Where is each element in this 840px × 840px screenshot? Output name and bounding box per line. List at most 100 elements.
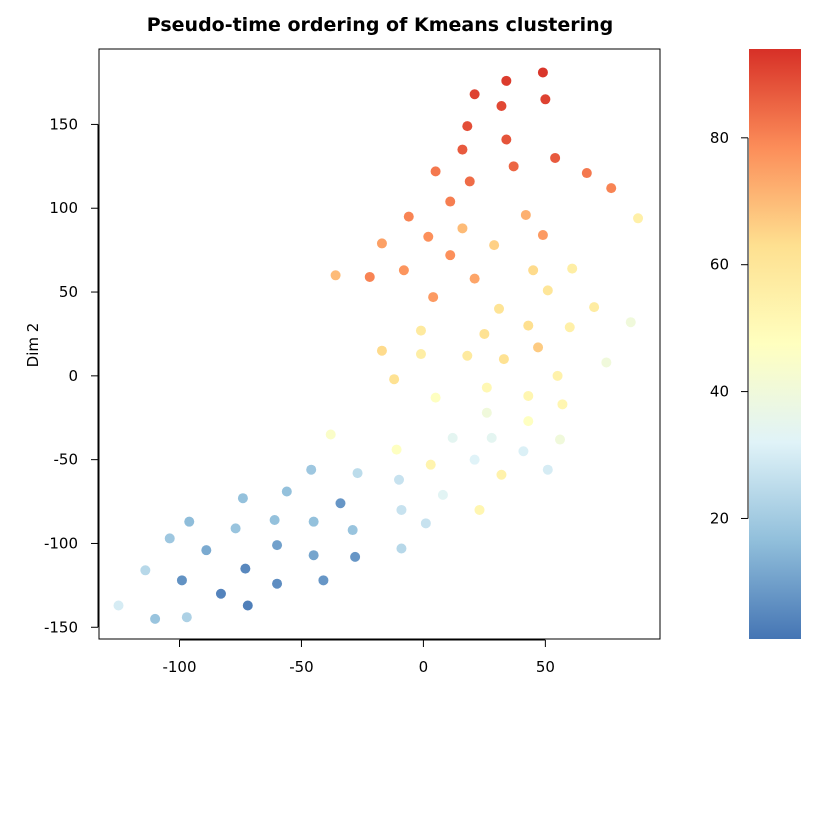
data-point — [330, 270, 341, 281]
data-point — [184, 516, 195, 527]
data-point — [537, 67, 548, 78]
data-point — [457, 144, 468, 155]
data-point — [589, 302, 600, 313]
data-point — [464, 176, 475, 187]
data-point — [308, 550, 319, 561]
data-point — [242, 600, 253, 611]
data-point — [423, 231, 434, 242]
data-point — [481, 382, 492, 393]
data-point — [389, 374, 400, 385]
data-point — [554, 434, 565, 445]
y-axis-label: Dim 2 — [24, 323, 42, 368]
x-tick-label: -100 — [162, 658, 196, 676]
y-tick-label: -100 — [44, 534, 78, 552]
data-point — [496, 100, 507, 111]
data-point — [542, 464, 553, 475]
data-point — [181, 612, 192, 623]
data-point — [240, 563, 251, 574]
data-point — [376, 345, 387, 356]
data-point — [430, 166, 441, 177]
colorbar-tick-label: 80 — [710, 129, 729, 147]
data-point — [306, 464, 317, 475]
y-tick-label: -50 — [54, 451, 79, 469]
data-point — [457, 223, 468, 234]
data-point — [533, 342, 544, 353]
data-point — [542, 285, 553, 296]
data-point — [230, 523, 241, 534]
y-tick-label: -150 — [44, 618, 78, 636]
data-point — [364, 271, 375, 282]
colorbar: 20 40 60 80 — [710, 49, 801, 639]
data-point — [308, 516, 319, 527]
data-points — [113, 67, 644, 624]
x-tick-label: 0 — [419, 658, 429, 676]
data-point — [601, 357, 612, 368]
data-point — [164, 533, 175, 544]
data-point — [352, 468, 363, 479]
data-point — [176, 575, 187, 586]
data-point — [469, 89, 480, 100]
data-point — [437, 489, 448, 500]
data-point — [508, 161, 519, 172]
y-tick-label: 50 — [59, 283, 78, 301]
data-point — [469, 454, 480, 465]
data-point — [201, 545, 212, 556]
data-point — [396, 543, 407, 554]
data-point — [140, 565, 151, 576]
data-point — [415, 349, 426, 360]
data-point — [281, 486, 292, 497]
data-point — [376, 238, 387, 249]
data-point — [425, 459, 436, 470]
chart-title: Pseudo-time ordering of Kmeans clusterin… — [147, 14, 613, 36]
data-point — [550, 152, 561, 163]
data-point — [633, 213, 644, 224]
data-point — [540, 94, 551, 105]
data-point — [398, 265, 409, 276]
data-point — [496, 469, 507, 480]
data-point — [581, 168, 592, 179]
data-point — [518, 446, 529, 457]
data-point — [523, 416, 534, 427]
data-point — [552, 370, 563, 381]
data-point — [113, 600, 124, 611]
data-point — [150, 613, 161, 624]
data-point — [489, 240, 500, 251]
data-point — [625, 317, 636, 328]
data-point — [394, 474, 405, 485]
y-tick-label: 100 — [49, 199, 78, 217]
colorbar-gradient — [749, 49, 801, 639]
data-point — [557, 399, 568, 410]
x-tick-label: 50 — [536, 658, 555, 676]
data-point — [447, 432, 458, 443]
data-point — [567, 263, 578, 274]
colorbar-tick-label: 40 — [710, 383, 729, 401]
data-point — [325, 429, 336, 440]
data-point — [501, 134, 512, 145]
data-point — [462, 121, 473, 132]
data-point — [420, 518, 431, 529]
data-point — [335, 498, 346, 509]
data-point — [606, 183, 617, 194]
data-point — [391, 444, 402, 455]
data-point — [498, 354, 509, 365]
colorbar-tick-label: 20 — [710, 509, 729, 527]
data-point — [462, 350, 473, 361]
data-point — [501, 75, 512, 86]
data-point — [445, 196, 456, 207]
data-point — [272, 578, 283, 589]
data-point — [537, 230, 548, 241]
data-point — [350, 551, 361, 562]
data-point — [523, 320, 534, 331]
data-point — [430, 392, 441, 403]
y-tick-label: 150 — [49, 115, 78, 133]
data-point — [318, 575, 329, 586]
data-point — [237, 493, 248, 504]
data-point — [481, 407, 492, 418]
data-point — [520, 209, 531, 220]
data-point — [445, 250, 456, 261]
data-point — [474, 504, 485, 515]
data-point — [415, 325, 426, 336]
data-point — [469, 273, 480, 284]
data-point — [396, 504, 407, 515]
